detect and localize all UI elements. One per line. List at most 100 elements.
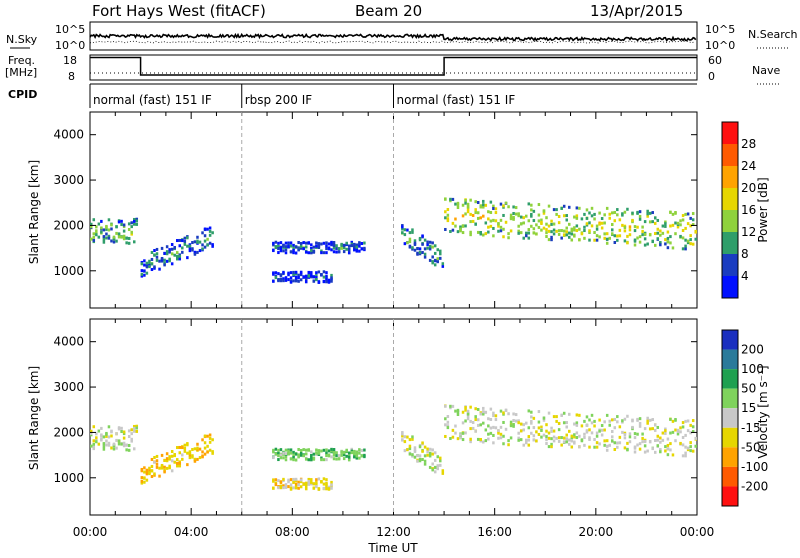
velocity-cell <box>153 455 156 459</box>
power-cell <box>282 279 285 283</box>
velocity-cell <box>287 485 290 489</box>
velocity-cell <box>664 431 667 435</box>
power-cell <box>168 259 171 263</box>
colorbar-tick-label: 8 <box>741 247 749 261</box>
power-cell <box>666 236 670 240</box>
velocity-cell <box>277 458 280 462</box>
velocity-cell <box>530 421 533 425</box>
power-cell <box>315 271 318 275</box>
power-cell <box>320 242 323 246</box>
velocity-cell <box>527 409 531 413</box>
power-cell <box>330 240 333 244</box>
velocity-cell <box>461 438 465 442</box>
power-cell <box>679 234 682 238</box>
velocity-cell <box>557 436 561 440</box>
power-cell <box>648 220 652 224</box>
power-cell <box>330 276 333 280</box>
velocity-cell <box>304 448 308 452</box>
velocity-cell <box>616 420 619 424</box>
velocity-cell <box>648 440 652 444</box>
power-cell <box>656 218 660 222</box>
velocity-cell <box>208 433 212 437</box>
velocity-cell <box>691 430 695 434</box>
velocity-cell <box>517 419 520 423</box>
power-cell <box>633 225 637 229</box>
velocity-cell <box>292 455 295 459</box>
power-cell <box>585 208 589 212</box>
velocity-cell <box>107 435 111 439</box>
velocity-cell <box>623 432 627 436</box>
velocity-cell <box>656 434 660 438</box>
velocity-cell <box>355 456 359 460</box>
velocity-cell <box>691 425 695 429</box>
power-cell <box>507 232 510 236</box>
power-cell <box>494 207 498 211</box>
velocity-cell <box>492 414 495 418</box>
velocity-cell <box>654 450 657 454</box>
power-cell <box>158 267 161 271</box>
velocity-cell <box>573 440 576 444</box>
velocity-cell <box>674 417 677 421</box>
velocity-cell <box>578 413 581 417</box>
power-cell <box>540 221 543 225</box>
velocity-cell <box>600 433 604 437</box>
power-cell <box>616 208 619 212</box>
power-cell <box>479 216 482 220</box>
velocity-cell <box>550 437 553 441</box>
velocity-cell <box>158 474 161 478</box>
velocity-cell <box>168 464 171 468</box>
power-cell <box>674 232 677 236</box>
power-cell <box>664 242 667 246</box>
power-cell <box>573 233 576 237</box>
power-cell <box>322 241 326 245</box>
velocity-cell <box>325 458 328 462</box>
velocity-cell <box>681 421 685 425</box>
velocity-cell <box>469 405 472 409</box>
power-cell <box>466 202 470 206</box>
velocity-cell <box>107 443 111 447</box>
power-cell <box>479 230 482 234</box>
velocity-cell <box>568 442 571 446</box>
freq-unit: [MHz] <box>5 66 37 79</box>
power-cell <box>332 244 336 248</box>
power-cell <box>287 278 290 282</box>
velocity-cell <box>585 423 589 427</box>
velocity-cell <box>297 486 300 490</box>
power-cell <box>155 258 159 262</box>
power-cell <box>115 225 118 229</box>
velocity-cell <box>651 418 654 422</box>
freq-trace <box>90 56 697 76</box>
x-tick-label: 00:00 <box>73 525 108 539</box>
power-cell <box>198 249 202 253</box>
velocity-cell <box>689 445 692 449</box>
power-cell <box>401 231 404 235</box>
power-cell <box>143 269 146 273</box>
power-cell <box>671 212 675 216</box>
velocity-cell <box>600 424 604 428</box>
velocity-cell <box>504 408 508 412</box>
velocity-cell <box>337 457 341 461</box>
velocity-cell <box>428 454 432 458</box>
velocity-cell <box>193 459 197 463</box>
velocity-cell <box>102 447 106 451</box>
power-cell <box>648 211 652 215</box>
power-cell <box>684 226 687 230</box>
power-cell <box>433 258 437 262</box>
x-tick-label: 08:00 <box>275 525 310 539</box>
velocity-cell <box>325 478 328 482</box>
power-cell <box>297 241 300 245</box>
velocity-cell <box>426 453 429 457</box>
velocity-cell <box>92 439 96 443</box>
power-cell <box>557 221 561 225</box>
velocity-cell <box>330 455 333 459</box>
x-tick-label: 12:00 <box>376 525 411 539</box>
power-cell <box>590 224 594 228</box>
velocity-cell <box>542 416 546 420</box>
power-cell <box>499 218 503 222</box>
power-cell <box>332 250 336 254</box>
velocity-cell <box>294 452 298 456</box>
velocity-cell <box>117 427 121 431</box>
velocity-cell <box>499 432 503 436</box>
power-cell <box>155 247 159 251</box>
velocity-cell <box>431 448 434 452</box>
